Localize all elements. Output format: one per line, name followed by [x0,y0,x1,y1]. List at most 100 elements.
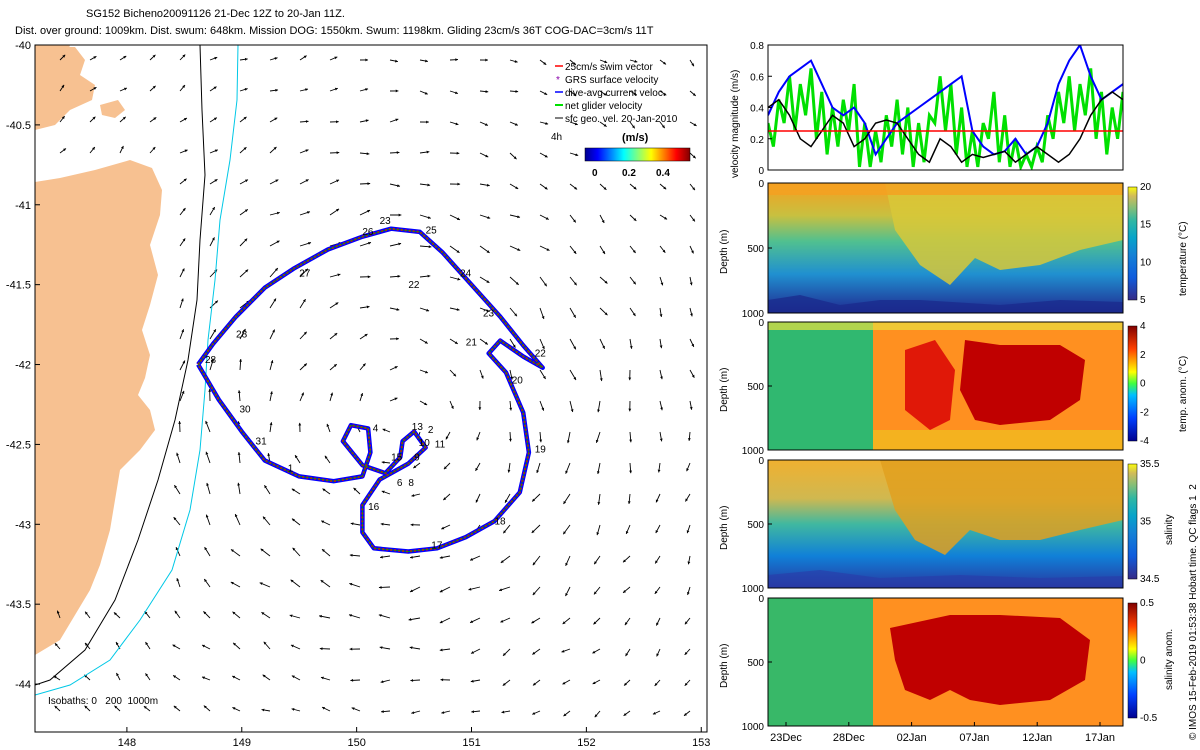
legend-grs-marker: * [556,75,560,86]
current-arrow-head [394,366,398,369]
current-arrow-head [242,328,246,332]
current-arrow-head [175,547,179,551]
current-arrow-head [572,62,576,66]
current-arrow-head [628,408,632,412]
current-arrow-head [655,560,658,564]
current-arrow-head [532,711,536,715]
day-label: 28 [205,355,217,366]
current-arrow-head [691,250,694,254]
current-arrow-head [244,57,248,61]
current-arrow-head [233,642,237,646]
map-xtick-label: 151 [462,737,480,749]
current-arrow-head [592,650,596,654]
current-arrow-head [659,314,663,317]
current-arrow-head [365,88,369,91]
isobath-200 [35,45,239,696]
current-arrow-head [321,520,325,524]
current-arrow-head [654,590,658,594]
colorbar-tick-label: 5 [1140,295,1146,306]
current-arrow-head [54,643,58,647]
current-arrow-head [380,555,383,559]
current-arrow-head [319,614,322,618]
current-arrow-head [411,494,415,497]
map-xtick-label: 153 [692,737,710,749]
current-arrow-head [484,123,488,126]
current-arrow-head [454,341,458,344]
current-arrow-head [503,530,507,534]
current-arrow-head [380,680,384,684]
current-arrow-head [602,345,605,349]
current-arrow-head [685,498,689,502]
temperature-colorbar [1127,186,1138,301]
current-arrow-head [245,269,249,273]
current-arrow-head [395,118,399,122]
current-arrow-head [544,92,548,95]
current-arrow-head [273,298,276,302]
map-ytick-label: -41 [15,200,31,212]
legend-dive-label: dive-avg current veloc. [565,88,666,99]
current-arrow-head [532,562,536,566]
current-arrow-head [274,57,278,60]
current-arrow-head [291,488,295,492]
colorbar-tick-label: 4 [1140,321,1146,332]
map-ticks: 148 149 150 151 152 153-40-40.5-41-41.5-42-42… [6,40,711,749]
current-arrow-head [92,116,96,120]
section-ytick-label: 500 [747,658,764,669]
current-arrow-head [625,653,629,657]
current-arrow-head [573,282,577,286]
velocity-ytick-label: 0 [758,166,764,177]
current-arrow-head [424,91,428,95]
legend-swim-vector: 25cm/s swim vector [555,62,653,73]
current-arrow-head [365,119,369,123]
current-arrow-head [360,393,364,397]
current-arrow-head [305,179,309,182]
current-arrow-head [543,61,547,65]
day-label: 27 [299,269,311,280]
current-arrow-head [173,675,177,679]
current-arrow-head [515,90,519,93]
current-arrow-head [633,218,637,221]
current-arrow-head [623,590,626,593]
current-arrow-head [181,329,185,333]
current-arrow-head [545,122,549,125]
current-arrow-head [320,676,324,680]
current-arrow-head [501,710,505,714]
current-arrow-head [623,559,626,563]
current-arrow-head [270,360,274,364]
current-arrow-head [427,274,431,278]
current-arrow-head [290,644,294,648]
section-xtick-label: 17Jan [1085,732,1115,744]
current-arrow-head [289,614,293,618]
current-arrow-head [145,642,149,646]
current-arrow-head [291,675,295,679]
current-arrow-head [273,146,277,150]
current-arrow-head [324,455,328,459]
current-arrow-head [562,681,566,685]
current-arrow-head [573,376,576,380]
land-island-north [35,45,70,58]
current-arrow-head [660,407,663,411]
speed-colorbar-ticks: 0 0.2 0.4 [592,168,670,179]
current-arrow-head [113,612,117,616]
current-arrow-head [439,648,443,652]
current-arrow-head [629,439,633,443]
current-arrow-head [62,54,66,58]
current-arrow-head [573,314,576,318]
current-arrow-head [541,316,545,320]
current-arrow-head [260,548,264,552]
current-arrow-head [655,530,659,534]
legend-net-glider: net glider velocity [555,101,642,112]
current-arrow-head [203,611,207,615]
sal-anom-cb-label: salinity anom. [1164,629,1175,690]
current-arrow-head [56,610,60,614]
current-arrow-head [237,482,241,486]
section-ytick-label: 500 [747,244,764,255]
current-arrow-head [604,60,608,64]
current-arrow-head [573,93,577,96]
current-arrow-head [349,553,353,557]
current-arrow-head [214,56,218,60]
current-arrow-head [93,87,97,90]
section-ytick-label: 1000 [742,446,765,457]
current-arrow-head [486,280,490,283]
